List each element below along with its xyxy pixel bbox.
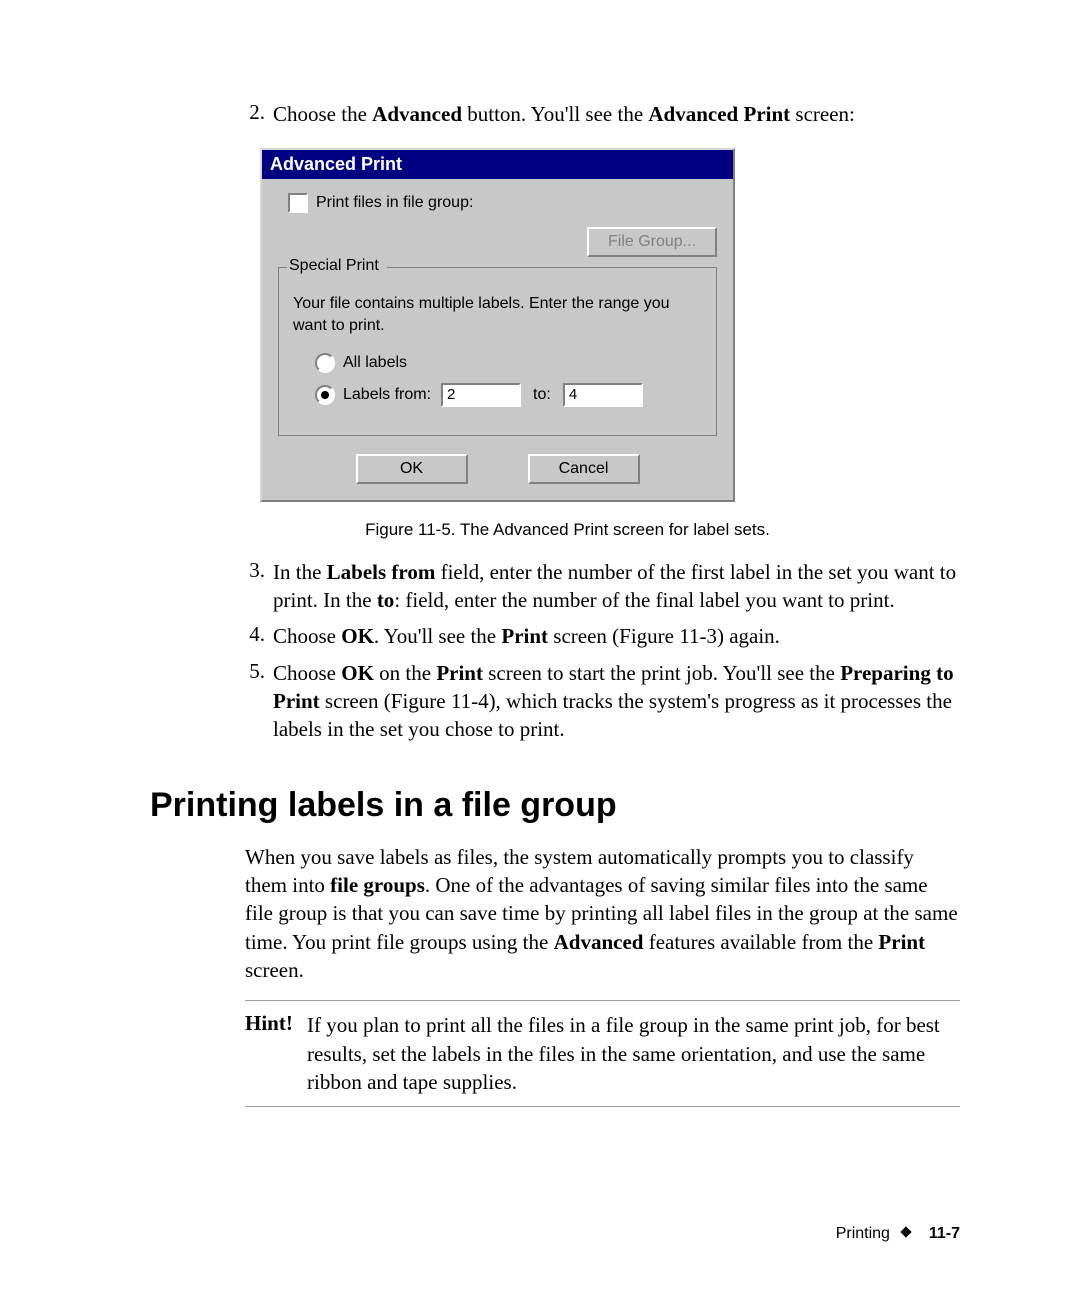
text: screen (Figure 11-4), which tracks the s… xyxy=(273,689,952,741)
bold: Print xyxy=(878,930,925,954)
section-heading: Printing labels in a file group xyxy=(150,786,960,825)
page-footer: Printing 11-7 xyxy=(836,1225,960,1243)
step-number: 5. xyxy=(245,659,273,744)
dialog-body: Print files in file group: File Group...… xyxy=(262,179,733,499)
all-labels-row: All labels xyxy=(315,353,702,373)
text: In the xyxy=(273,560,327,584)
step-number: 3. xyxy=(245,558,273,615)
step-3: 3. In the Labels from field, enter the n… xyxy=(245,558,960,615)
step-5: 5. Choose OK on the Print screen to star… xyxy=(245,659,960,744)
radio-label: Labels from: xyxy=(343,386,431,404)
bold: OK xyxy=(341,661,374,685)
dialog-screenshot: Advanced Print Print files in file group… xyxy=(260,148,960,501)
bold: Print xyxy=(501,624,548,648)
text: : field, enter the number of the final l… xyxy=(394,588,894,612)
labels-from-radio[interactable] xyxy=(315,385,335,405)
text: Choose xyxy=(273,624,341,648)
text: . You'll see the xyxy=(374,624,501,648)
text: screen: xyxy=(790,102,855,126)
hint-text: If you plan to print all the files in a … xyxy=(307,1011,960,1096)
advanced-print-dialog: Advanced Print Print files in file group… xyxy=(260,148,735,501)
ok-button[interactable]: OK xyxy=(356,454,468,484)
hint-block: Hint! If you plan to print all the files… xyxy=(245,1000,960,1107)
text: screen (Figure 11-3) again. xyxy=(548,624,780,648)
figure-caption: Figure 11-5. The Advanced Print screen f… xyxy=(175,520,960,540)
step-text: Choose the Advanced button. You'll see t… xyxy=(273,100,960,128)
bold: file groups xyxy=(330,873,425,897)
footer-section: Printing xyxy=(836,1225,890,1242)
radio-label: All labels xyxy=(343,354,407,372)
print-file-group-checkbox[interactable] xyxy=(288,193,308,213)
checkbox-label: Print files in file group: xyxy=(316,194,473,212)
all-labels-radio[interactable] xyxy=(315,353,335,373)
dialog-button-row: OK Cancel xyxy=(278,454,717,484)
diamond-icon xyxy=(901,1226,912,1237)
bold: OK xyxy=(341,624,374,648)
bold: Print xyxy=(436,661,483,685)
text: Choose the xyxy=(273,102,372,126)
step-text: Choose OK. You'll see the Print screen (… xyxy=(273,622,960,650)
text: screen to start the print job. You'll se… xyxy=(483,661,840,685)
print-file-group-row: Print files in file group: xyxy=(288,193,717,213)
fieldset-legend: Special Print xyxy=(287,257,381,275)
page: 2. Choose the Advanced button. You'll se… xyxy=(0,0,1080,1311)
to-label: to: xyxy=(533,386,551,404)
bold: to xyxy=(377,588,395,612)
step-number: 4. xyxy=(245,622,273,650)
text: screen. xyxy=(245,958,304,982)
labels-from-row: Labels from: to: xyxy=(315,383,702,407)
text: Choose xyxy=(273,661,341,685)
ordered-steps: 2. Choose the Advanced button. You'll se… xyxy=(245,100,960,744)
special-print-fieldset: Special Print Your file contains multipl… xyxy=(278,267,717,435)
body-paragraph: When you save labels as files, the syste… xyxy=(245,843,960,985)
file-group-button-row: File Group... xyxy=(278,227,717,257)
step-text: Choose OK on the Print screen to start t… xyxy=(273,659,960,744)
cancel-button[interactable]: Cancel xyxy=(528,454,640,484)
hint-label: Hint! xyxy=(245,1011,307,1096)
footer-page-number: 11-7 xyxy=(929,1225,960,1242)
dialog-titlebar: Advanced Print xyxy=(262,150,733,179)
text: on the xyxy=(374,661,436,685)
text: button. You'll see the xyxy=(462,102,648,126)
step-number: 2. xyxy=(245,100,273,128)
bold: Advanced xyxy=(372,102,462,126)
step-text: In the Labels from field, enter the numb… xyxy=(273,558,960,615)
radio-dot-icon xyxy=(321,391,329,399)
bold: Labels from xyxy=(327,560,436,584)
labels-from-input[interactable] xyxy=(441,383,521,407)
text: features available from the xyxy=(643,930,878,954)
step-4: 4. Choose OK. You'll see the Print scree… xyxy=(245,622,960,650)
file-group-button: File Group... xyxy=(587,227,717,257)
fieldset-message: Your file contains multiple labels. Ente… xyxy=(293,293,702,336)
labels-to-input[interactable] xyxy=(563,383,643,407)
step-2: 2. Choose the Advanced button. You'll se… xyxy=(245,100,960,128)
bold: Advanced xyxy=(554,930,644,954)
bold: Advanced Print xyxy=(648,102,790,126)
